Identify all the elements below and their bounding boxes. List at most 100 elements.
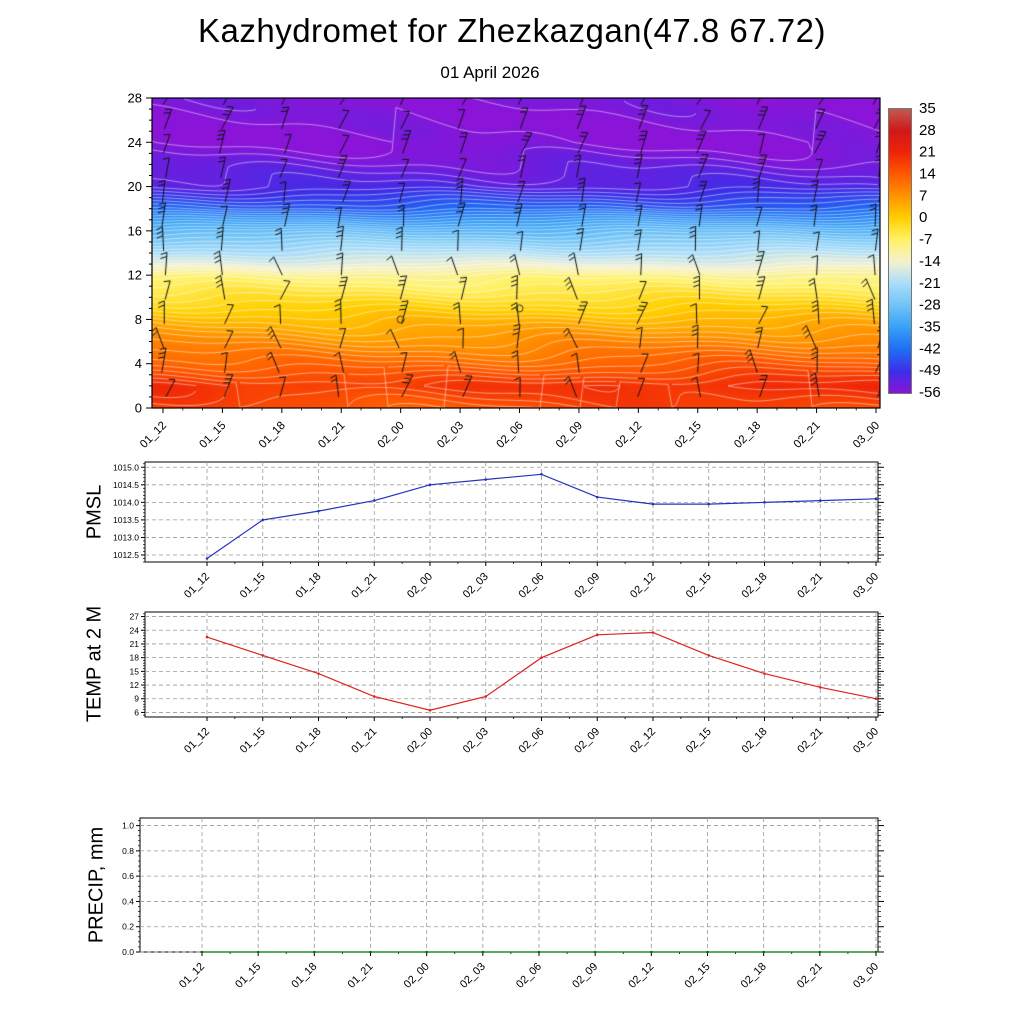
colorbar-tick-label: 35 [919, 100, 936, 117]
x-tick-label: 02_18 [740, 726, 770, 756]
x-tick-label: 01_21 [316, 420, 347, 451]
temp-2m-data-point [261, 654, 265, 657]
pmsl-data-point [540, 472, 543, 476]
x-tick-label: 01_18 [294, 571, 324, 601]
y-tick-label: 24 [128, 135, 142, 150]
precip-data-point [256, 950, 260, 954]
x-tick-label: 02_00 [402, 961, 432, 991]
y-tick-label: 1015.0 [113, 462, 139, 472]
pmsl-data-line [206, 473, 877, 559]
temp-2m-data-point [372, 695, 376, 698]
x-tick-label: 01_12 [182, 571, 212, 601]
precip-data-point [874, 950, 878, 954]
page-title: Kazhydromet for Zhezkazgan(47.8 67.72) [197, 12, 826, 49]
pmsl-data-point [651, 502, 655, 506]
x-tick-label: 03_00 [851, 571, 881, 601]
y-tick-label: 24 [130, 625, 140, 635]
y-tick-label: 0.0 [122, 947, 134, 957]
temp-2m-data-point [540, 656, 543, 659]
temp-2m-data-point [428, 708, 432, 712]
colorbar-tick-label: 7 [919, 187, 927, 204]
x-tick-label: 01_15 [238, 571, 268, 601]
precip-data-point [369, 950, 372, 954]
pmsl-data-point [428, 483, 432, 487]
x-tick-label: 02_18 [732, 420, 763, 451]
temp-2m-border [144, 611, 879, 718]
colorbar-tick-label: -56 [919, 384, 941, 401]
precip-data-point [650, 950, 653, 954]
x-tick-label: 01_12 [138, 420, 169, 451]
colorbar-tick-label: 28 [919, 122, 936, 139]
y-tick-label: 1013.0 [113, 532, 139, 542]
x-tick-label: 01_21 [349, 571, 379, 601]
y-tick-label: 1.0 [122, 821, 134, 831]
y-tick-label: 0.8 [122, 846, 134, 856]
date-subtitle: 01 April 2026 [440, 63, 540, 82]
precip-data-point [818, 950, 822, 954]
x-tick-label: 02_21 [795, 571, 825, 601]
x-tick-label: 02_15 [673, 420, 704, 451]
colorbar-tick-label: -49 [919, 362, 941, 379]
y-tick-label: 12 [130, 680, 140, 690]
x-tick-label: 03_00 [851, 726, 881, 756]
pmsl-data-point [484, 478, 488, 481]
x-tick-label: 02_06 [517, 726, 547, 756]
colorbar-tick-label: -42 [919, 340, 941, 357]
x-tick-label: 02_03 [435, 420, 466, 451]
y-tick-label: 4 [135, 356, 142, 371]
precip-data-point [537, 950, 541, 954]
colorbar-tick-label: 21 [919, 144, 936, 161]
colorbar-tick-label: -28 [919, 297, 941, 314]
x-tick-label: 01_18 [289, 961, 319, 991]
x-tick-label: 02_03 [458, 961, 488, 991]
pmsl-data-point [261, 518, 265, 522]
precip-data-point [313, 950, 316, 954]
temp-axis-title: TEMP at 2 M [83, 605, 106, 723]
pmsl-data-point [763, 501, 766, 504]
temp-2m-data-point [484, 695, 488, 698]
pmsl-data-point [707, 502, 711, 506]
pmsl-border [144, 461, 879, 563]
x-tick-label: 01_15 [233, 961, 263, 991]
temp-2m-data-point [651, 631, 655, 634]
y-tick-label: 15 [130, 666, 140, 676]
precip-data-point [706, 950, 709, 954]
precip-border [139, 817, 879, 953]
temp-2m-data-point [595, 633, 599, 637]
y-tick-label: 6 [134, 707, 139, 717]
y-tick-label: 0.2 [122, 922, 134, 932]
x-tick-label: 02_15 [683, 961, 713, 991]
x-tick-label: 02_00 [405, 571, 435, 601]
x-tick-label: 01_15 [238, 726, 268, 756]
temp-2m-data-point [707, 654, 711, 657]
x-tick-label: 01_18 [294, 726, 324, 756]
x-tick-label: 02_06 [495, 420, 526, 451]
y-tick-label: 9 [134, 694, 139, 704]
pmsl-data-point [874, 497, 878, 501]
x-tick-label: 02_06 [514, 961, 544, 991]
precip-data-point [481, 950, 485, 954]
x-tick-label: 02_03 [461, 571, 491, 601]
pmsl-data-point [372, 499, 376, 502]
x-tick-label: 01_12 [182, 726, 212, 756]
temp-2m-data-point [818, 686, 822, 689]
pmsl-data-point [205, 557, 209, 560]
y-tick-label: 18 [130, 653, 140, 663]
y-tick-label: 28 [128, 91, 142, 106]
x-tick-label: 02_09 [572, 726, 602, 756]
x-tick-label: 01_12 [177, 961, 207, 991]
y-tick-label: 0 [135, 401, 142, 416]
pmsl-data-point [595, 495, 599, 499]
y-tick-label: 12 [128, 268, 142, 283]
x-tick-label: 02_12 [628, 726, 658, 756]
x-tick-label: 02_18 [739, 961, 769, 991]
temp-2m-data-point [205, 635, 209, 639]
x-tick-label: 02_15 [684, 726, 714, 756]
colorbar-tick-label: -35 [919, 318, 941, 335]
temp-2m-data-point [763, 672, 766, 675]
x-tick-label: 03_00 [851, 961, 881, 991]
temp-2m-data-point [317, 672, 320, 675]
pmsl-axis-title: PMSL [83, 484, 106, 540]
pmsl-data-point [317, 509, 320, 513]
